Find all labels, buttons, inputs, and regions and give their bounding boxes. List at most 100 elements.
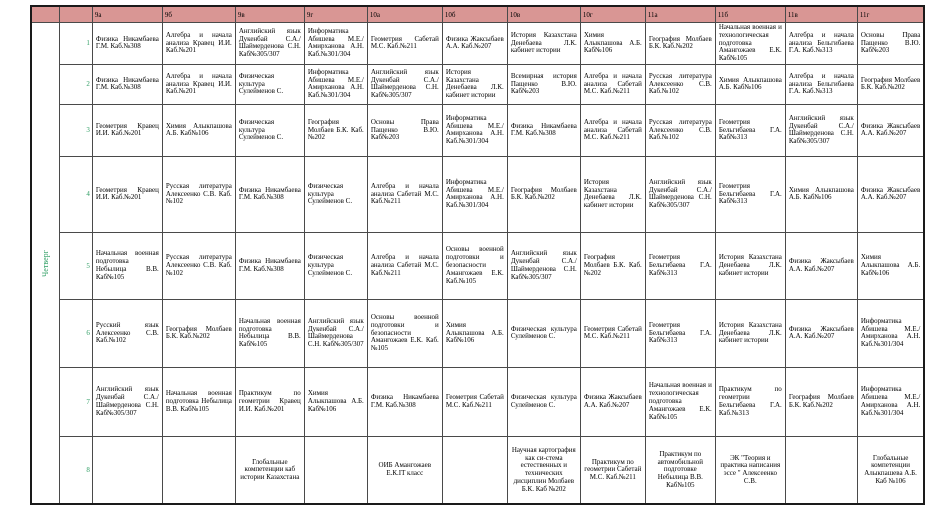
schedule-cell: Основы Права Пащенко В.Ю. Каб№203 xyxy=(366,103,443,157)
column-header-9б: 9б xyxy=(161,5,236,23)
schedule-cell: Алгебра и начала анализа Кравец И.И. Каб… xyxy=(161,22,236,65)
schedule-cell: География Молбаев Б.К. Каб.№202 xyxy=(303,103,368,157)
schedule-cell: Физическая культура Сулейменов С. xyxy=(234,63,305,105)
schedule-cell: Русская литература Алексеенко С.В. Каб.№… xyxy=(161,231,236,300)
schedule-cell: Химия Алыкпашова А.Б. Каб№106 xyxy=(161,103,236,157)
schedule-cell: Начальная военная и технологическая подг… xyxy=(714,22,786,65)
schedule-cell: ЭК "Теория и практика написания эссе " А… xyxy=(714,435,786,505)
column-header-10в: 10в xyxy=(506,5,581,23)
lesson-number: 3 xyxy=(58,103,93,157)
schedule-cell: История Казахстана Денебаева Л.К. кабине… xyxy=(506,22,581,65)
schedule-cell: География Молбаев Б.К. Каб.№202 xyxy=(644,22,716,65)
schedule-cell: История Казахстана Денебаева Л.К. кабине… xyxy=(579,155,646,233)
schedule-row-8: 8 Глобальные компетенции каб истории Каза… xyxy=(31,435,925,505)
schedule-cell: Химия Алыкпашова А.Б. Каб№106 xyxy=(784,155,858,233)
day-cell: Четверг xyxy=(30,22,60,505)
schedule-cell: История Казахстана Денебаева Л.К. кабине… xyxy=(714,231,786,300)
schedule-cell: Физика Никамбаева Г.М. Каб.№308 xyxy=(91,22,163,65)
schedule-cell: География Молбаев Б.К. Каб.№202 xyxy=(856,63,925,105)
schedule-cell: История Казахстана Денебаева Л.К. кабине… xyxy=(714,298,786,368)
schedule-row-6: 6 Русский язык Алексеенко С.В. Каб.№102 Ге… xyxy=(31,298,925,368)
schedule-cell: Физическая культура Сулейменов С. xyxy=(506,366,581,437)
column-header-9г: 9г xyxy=(303,5,368,23)
schedule-cell: История Казахстана Денебаева Л.К. кабине… xyxy=(441,63,508,105)
schedule-cell: Физика Никамбаева Г.М. Каб.№308 xyxy=(234,155,305,233)
schedule-cell: Физическая культура Сулейменов С. xyxy=(303,231,368,300)
schedule-cell xyxy=(91,435,163,505)
schedule-cell: Информатика Абишева М.Е./ Амирханова А.Н… xyxy=(303,63,368,105)
schedule-cell: Всемирная история Пащенко В.Ю. Каб№203 xyxy=(506,63,581,105)
lesson-number-column-header xyxy=(58,5,93,23)
schedule-cell: Русская литература Алексеенко С.В. Каб.№… xyxy=(161,155,236,233)
schedule-row-4: 4 Геометрия Кравец И.И. Каб.№201 Русская л… xyxy=(31,155,925,233)
schedule-cell: География Молбаев Б.К. Каб.№202 xyxy=(506,155,581,233)
column-header-10б: 10б xyxy=(441,5,508,23)
schedule-cell: Информатика Абишева М.Е./ Амирханова А.Н… xyxy=(856,298,925,368)
schedule-cell: Геометрия Кравец И.И. Каб.№201 xyxy=(91,155,163,233)
schedule-cell: Алгебра и начала анализа Бельгибаева Г.А… xyxy=(784,63,858,105)
schedule-cell: Глобальные компетенции каб истории Казах… xyxy=(234,435,305,505)
schedule-cell: Физика Никамбаева Г.М. Каб.№308 xyxy=(91,63,163,105)
column-header-11в: 11в xyxy=(784,5,858,23)
schedule-cell: Физическая культура Сулейменов С. xyxy=(303,155,368,233)
schedule-cell: Химия Алыкпашова А.Б. Каб№106 xyxy=(714,63,786,105)
schedule-cell: Алгебра и начала анализа Кравец И.И. Каб… xyxy=(161,63,236,105)
schedule-cell: Научная картография как си-стема естеств… xyxy=(506,435,581,505)
schedule-cell: Физика Жаксыбаев А.А. Каб.№207 xyxy=(784,298,858,368)
schedule-cell: Алгебра и начала анализа Сабетай М.С. Ка… xyxy=(366,155,443,233)
schedule-cell: Геометрия Сабетай М.С. Каб.№211 xyxy=(579,298,646,368)
schedule-cell: Физика Жаксыбаев А.А. Каб.№207 xyxy=(856,155,925,233)
schedule-cell: Алгебра и начала анализа Бельгибаева Г.А… xyxy=(784,22,858,65)
schedule-cell: Химия Алыкпашова А.Б. Каб№106 xyxy=(579,22,646,65)
schedule-row-2: 2 Физика Никамбаева Г.М. Каб.№308 Алгебра … xyxy=(31,63,925,105)
schedule-cell: Практикум по геометрии Кравец И.И. Каб.№… xyxy=(234,366,305,437)
schedule-cell: Химия Алыкпашова А.Б. Каб№106 xyxy=(303,366,368,437)
schedule-cell: ОИБ Амангожаев Е.К.IT класс xyxy=(366,435,443,505)
schedule-cell: Информатика Абишева М.Е./ Амирханова А.Н… xyxy=(303,22,368,65)
schedule-cell: Основы военной подготовки и безопасности… xyxy=(366,298,443,368)
schedule-cell xyxy=(784,435,858,505)
schedule-cell: Начальная военная подготовка Небылица В.… xyxy=(161,366,236,437)
schedule-cell: Практикум по геометрии Бельгибаева Г.А. … xyxy=(714,366,786,437)
column-header-9в: 9в xyxy=(234,5,305,23)
schedule-cell: Геометрия Кравец И.И. Каб.№201 xyxy=(91,103,163,157)
schedule-cell: Геометрия Сабетай М.С. Каб.№211 xyxy=(441,366,508,437)
header-row: 9а 9б 9в 9г 10а 10б 10в 10г 11а 11б 11в 11г xyxy=(30,5,925,23)
schedule-cell: Информатика Абишева М.Е./ Амирханова А.Н… xyxy=(856,366,925,437)
schedule-cell: Английский язык Дукенбай С.А./ Шаймерден… xyxy=(366,63,443,105)
schedule-cell: Начальная военная подготовка Небылица В.… xyxy=(234,298,305,368)
schedule-cell: Основы военной подготовки и безопасности… xyxy=(441,231,508,300)
schedule-cell: Физика Жаксыбаев А.А. Каб.№207 xyxy=(784,231,858,300)
schedule-cell: География Молбаев Б.К. Каб.№202 xyxy=(579,231,646,300)
schedule-cell: Начальная военная и технологическая подг… xyxy=(644,366,716,437)
schedule-cell: Начальная военная подготовка Небылица В.… xyxy=(91,231,163,300)
schedule-cell: Английский язык Дукенбай С.А./ Шаймерден… xyxy=(303,298,368,368)
schedule-cell xyxy=(303,435,368,505)
schedule-row-3: 3 Геометрия Кравец И.И. Каб.№201 Химия Алы… xyxy=(31,103,925,157)
column-header-10а: 10а xyxy=(366,5,443,23)
schedule-cell: Основы Права Пащенко В.Ю. Каб№203 xyxy=(856,22,925,65)
schedule-cell: География Молбаев Б.К. Каб.№202 xyxy=(784,366,858,437)
schedule-cell: Английский язык Дукенбай С.А./ Шаймерден… xyxy=(91,366,163,437)
schedule-cell: География Молбаев Б.К. Каб.№202 xyxy=(161,298,236,368)
day-label: Четверг xyxy=(40,249,50,277)
schedule-cell: Глобальные компетенции Алыкпашева А.Б. К… xyxy=(856,435,925,505)
schedule-row-1: Четверг 1 Физика Никамбаева Г.М. Каб.№308 А… xyxy=(30,22,925,505)
schedule-cell: Физика Никамбаева Г.М. Каб.№308 xyxy=(234,231,305,300)
schedule-cell: Физика Никамбаева Г.М. Каб.№308 xyxy=(506,103,581,157)
lesson-number: 7 xyxy=(58,366,93,437)
lesson-number: 6 xyxy=(58,298,93,368)
schedule-cell: Русская литература Алексеенко С.В. Каб.№… xyxy=(644,103,716,157)
schedule-cell: Физическая культура Сулейменов С. xyxy=(234,103,305,157)
schedule-cell: Русская литература Алексеенко С.В. Каб.№… xyxy=(644,63,716,105)
column-header-10г: 10г xyxy=(579,5,646,23)
schedule-cell: Английский язык Дукенбай С.А./ Шаймерден… xyxy=(644,155,716,233)
schedule-cell xyxy=(441,435,508,505)
schedule-table: 9а 9б 9в 9г 10а 10б 10в 10г 11а 11б 11в 11г Четверг… xyxy=(30,5,926,506)
schedule-cell: Геометрия Бельгибаева Г.А. Каб№313 xyxy=(714,103,786,157)
schedule-cell: Геометрия Бельгибаева Г.А. Каб№313 xyxy=(714,155,786,233)
schedule-cell: Физика Никамбаева Г.М. Каб.№308 xyxy=(366,366,443,437)
schedule-cell: Практикум по автомобильной подготовке Не… xyxy=(644,435,716,505)
column-header-9а: 9а xyxy=(91,5,163,23)
schedule-cell: Химия Алыкпашова А.Б. Каб№106 xyxy=(441,298,508,368)
